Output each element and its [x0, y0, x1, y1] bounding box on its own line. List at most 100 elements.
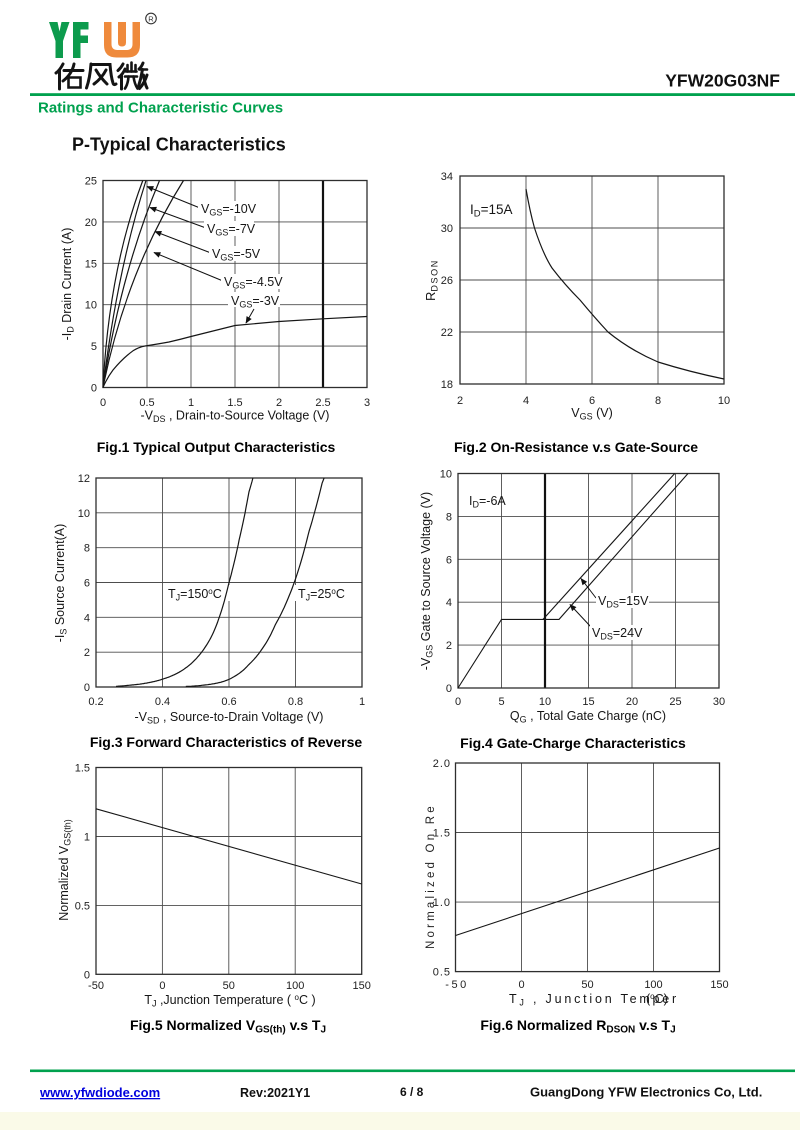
svg-text:5: 5 [498, 696, 504, 708]
svg-text:100: 100 [644, 979, 662, 991]
svg-text:Fig.2 On-Resistance v.s Gate-S: Fig.2 On-Resistance v.s Gate-Source [454, 439, 698, 455]
svg-text:QG , Total Gate Charge (nC): QG , Total Gate Charge (nC) [510, 709, 666, 725]
svg-text:P-Typical Characteristics: P-Typical Characteristics [72, 135, 286, 155]
svg-text:20: 20 [626, 696, 638, 708]
svg-text:VGS=-3V: VGS=-3V [231, 294, 280, 310]
svg-text:Fig.6 Normalized RDSON v.s TJ: Fig.6 Normalized RDSON v.s TJ [480, 1017, 675, 1036]
svg-text:1.5: 1.5 [227, 397, 242, 409]
svg-text:VDS=15V: VDS=15V [598, 594, 649, 610]
svg-text:Fig.1 Typical Output Character: Fig.1 Typical Output Characteristics [97, 439, 336, 455]
svg-text:2: 2 [457, 395, 463, 407]
svg-text:0: 0 [100, 397, 106, 409]
svg-text:-VGS Gate to Source Voltage (: -VGS Gate to Source Voltage (V) [419, 492, 435, 670]
svg-text:15: 15 [85, 258, 97, 270]
svg-text:VGS=-5V: VGS=-5V [212, 247, 261, 263]
svg-text:VGS=-7V: VGS=-7V [207, 222, 256, 238]
svg-text:5: 5 [91, 341, 97, 353]
svg-text:6: 6 [446, 554, 452, 566]
svg-text:Fig.5 Normalized VGS(th) v.s T: Fig.5 Normalized VGS(th) v.s TJ [130, 1017, 326, 1036]
svg-text:22: 22 [441, 327, 453, 339]
svg-text:-VDS , Drain-to-Source Voltage: -VDS , Drain-to-Source Voltage (V) [141, 409, 330, 425]
svg-text:GuangDong YFW Electronics Co,: GuangDong YFW Electronics Co, Ltd. [530, 1085, 762, 1100]
svg-text:6 / 8: 6 / 8 [400, 1085, 424, 1099]
svg-text:TJ=25oC: TJ=25oC [298, 587, 345, 603]
svg-text:0: 0 [455, 696, 461, 708]
svg-text:-50: -50 [88, 980, 104, 992]
svg-text:-VSD , Source-to-Drain Voltage: -VSD , Source-to-Drain Voltage (V) [135, 710, 324, 726]
svg-text:-ID Drain Current (A): -ID Drain Current (A) [60, 228, 76, 341]
svg-text:Fig.3 Forward Characteristics: Fig.3 Forward Characteristics of Reverse [90, 734, 363, 750]
svg-text:Normalized VGS(th): Normalized VGS(th) [57, 819, 73, 921]
svg-text:4: 4 [523, 395, 529, 407]
svg-text:2: 2 [446, 640, 452, 652]
svg-text:0.8: 0.8 [288, 696, 303, 708]
svg-text:0: 0 [446, 683, 452, 695]
svg-text:8: 8 [446, 511, 452, 523]
svg-text:6: 6 [589, 395, 595, 407]
svg-text:2.5: 2.5 [315, 397, 330, 409]
svg-text:VGS (V): VGS (V) [571, 406, 613, 422]
svg-text:Normalized On Re: Normalized On Re [425, 803, 437, 949]
svg-text:30: 30 [441, 223, 453, 235]
svg-text:2: 2 [84, 647, 90, 659]
svg-text:0: 0 [91, 383, 97, 395]
svg-text:26: 26 [441, 275, 453, 287]
svg-text:0: 0 [84, 969, 90, 981]
svg-text:0.5: 0.5 [433, 967, 451, 979]
svg-text:4: 4 [446, 597, 452, 609]
svg-text:-IS Source Current(A): -IS Source Current(A) [53, 524, 69, 643]
svg-text:10: 10 [78, 508, 90, 520]
svg-text:2: 2 [276, 397, 282, 409]
svg-text:VGS=-10V: VGS=-10V [201, 202, 257, 218]
svg-text:1.0: 1.0 [433, 897, 451, 909]
svg-text:Rev:2021Y1: Rev:2021Y1 [240, 1086, 310, 1100]
svg-text:10: 10 [539, 696, 551, 708]
svg-text:0.4: 0.4 [155, 696, 170, 708]
svg-text:3: 3 [364, 397, 370, 409]
svg-text:18: 18 [441, 379, 453, 391]
svg-text:Ratings and Characteristic Cur: Ratings and Characteristic Curves [38, 100, 283, 117]
svg-text:VDS=24V: VDS=24V [592, 626, 643, 642]
svg-text:0: 0 [518, 979, 524, 991]
svg-text:1: 1 [359, 696, 365, 708]
svg-text:12: 12 [78, 473, 90, 485]
svg-text:RDSON: RDSON [423, 259, 440, 301]
svg-text:1.5: 1.5 [433, 828, 451, 840]
svg-text:0.5: 0.5 [75, 900, 90, 912]
svg-text:ID=-6A: ID=-6A [469, 494, 506, 510]
svg-text:TJ ,Junction Temperature ( oC: TJ ,Junction Temperature ( oC ) [144, 993, 315, 1009]
svg-text:15: 15 [582, 696, 594, 708]
svg-text:0.5: 0.5 [139, 397, 154, 409]
svg-text:10: 10 [85, 300, 97, 312]
svg-text:34: 34 [441, 171, 453, 183]
svg-text:30: 30 [713, 696, 725, 708]
svg-text:TJ , Junction Temper: TJ , Junction Temper [509, 992, 679, 1008]
svg-text:ID=15A: ID=15A [470, 202, 513, 220]
svg-text:R: R [148, 14, 154, 23]
svg-text:25: 25 [669, 696, 681, 708]
svg-text:1: 1 [188, 397, 194, 409]
svg-text:20: 20 [85, 217, 97, 229]
svg-text:8: 8 [655, 395, 661, 407]
svg-text:(oC): (oC) [646, 992, 668, 1006]
svg-text:50: 50 [223, 980, 235, 992]
svg-text:10: 10 [440, 469, 452, 481]
svg-text:6: 6 [84, 578, 90, 590]
svg-text:1: 1 [84, 832, 90, 844]
svg-text:0.2: 0.2 [88, 696, 103, 708]
svg-text:2.0: 2.0 [433, 758, 451, 770]
svg-text:0: 0 [84, 682, 90, 694]
svg-text:8: 8 [84, 543, 90, 555]
svg-text:10: 10 [718, 395, 730, 407]
svg-text:1.5: 1.5 [75, 763, 90, 775]
svg-text:0: 0 [159, 980, 165, 992]
svg-text:Fig.4 Gate-Charge Characterist: Fig.4 Gate-Charge Characteristics [460, 735, 686, 751]
svg-text:25: 25 [85, 176, 97, 188]
svg-text:100: 100 [286, 980, 304, 992]
svg-text:4: 4 [84, 612, 90, 624]
svg-text:150: 150 [353, 980, 371, 992]
svg-text:YFW20G03NF: YFW20G03NF [665, 71, 780, 91]
svg-text:0.6: 0.6 [221, 696, 236, 708]
svg-text:www.yfwdiode.com: www.yfwdiode.com [39, 1085, 160, 1100]
svg-text:50: 50 [581, 979, 593, 991]
